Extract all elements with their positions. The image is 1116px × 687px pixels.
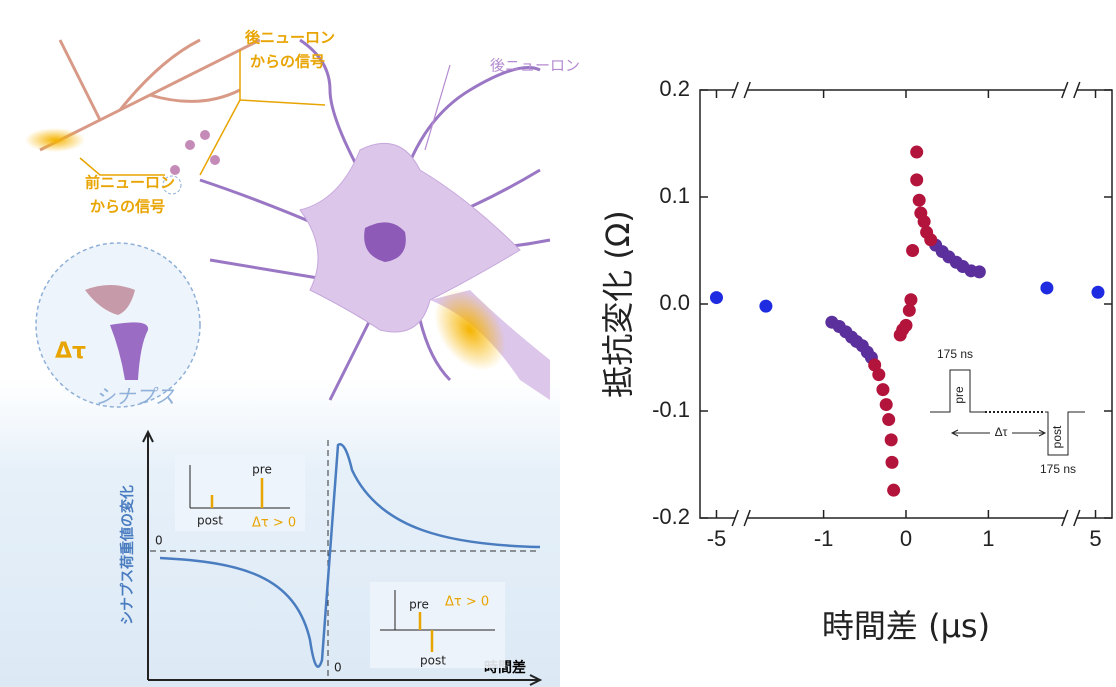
inset-post: post [420, 654, 446, 668]
axon-branch [60, 40, 100, 120]
delay-label: Δτ [995, 425, 1008, 439]
data-point [876, 383, 889, 396]
axis-break-gap [1065, 88, 1077, 92]
bouton [200, 130, 210, 140]
dendrite [210, 260, 330, 280]
data-point [913, 194, 926, 207]
inset-condition: Δτ > 0 [445, 595, 489, 610]
illustration: 後ニューロン からの信号 後ニューロン 前ニューロン からの信号 Δτ シナプス… [0, 29, 580, 687]
data-point [880, 398, 893, 411]
post-signal-label: からの信号 [250, 53, 325, 71]
data-point [885, 433, 898, 446]
pre-width: 175 ns [937, 347, 973, 361]
pre-signal-label: 前ニューロン [85, 174, 175, 192]
x-tick-label: 1 [982, 526, 994, 551]
axis-break-gap [1065, 516, 1077, 520]
soma [300, 143, 520, 332]
schematic-zero: 0 [334, 661, 342, 675]
x-tick-label: -5 [707, 526, 727, 551]
x-axis-label: 時間差 (μs) [822, 607, 990, 645]
y-tick-label: 0.0 [659, 290, 690, 315]
axis-break-gap [735, 88, 747, 92]
pulse-inset: 175 ns pre Δτ post 175 ns [930, 347, 1085, 476]
post-neuron-label: 後ニューロン [490, 57, 580, 75]
page: Synapse figure body { margin: 0; width: … [0, 0, 1116, 687]
post-signal-label: 後ニューロン [244, 29, 335, 47]
delta-tau-label: Δτ [55, 339, 86, 364]
y-axis-label: 抵抗変化 (Ω) [599, 210, 637, 398]
synapse-label: シナプス [95, 385, 175, 409]
inset-condition: Δτ > 0 [252, 516, 296, 531]
post-label: post [1050, 425, 1064, 448]
post-width: 175 ns [1040, 462, 1076, 476]
data-point [872, 368, 885, 381]
data-point [973, 265, 986, 278]
data-point [759, 300, 772, 313]
data-point [887, 484, 900, 497]
bouton [210, 155, 220, 165]
y-tick-label: 0.2 [659, 76, 690, 101]
callout-line [80, 158, 165, 175]
x-tick-label: 5 [1089, 526, 1101, 551]
data-point [882, 413, 895, 426]
data-point [900, 319, 913, 332]
y-tick-label: -0.1 [652, 397, 690, 422]
schematic-y-label: シナプス荷重値の変化 [119, 485, 136, 625]
schematic-zero: 0 [155, 534, 163, 548]
data-point [924, 233, 937, 246]
data-point [910, 146, 923, 159]
signal-glow [25, 128, 85, 152]
inset-pre: pre [252, 463, 272, 477]
pre-label: pre [952, 386, 966, 404]
axis-break-gap [735, 516, 747, 520]
inset-pre: pre [409, 598, 429, 612]
data-point [1040, 281, 1053, 294]
x-tick-label: -1 [814, 526, 834, 551]
data-point [906, 244, 919, 257]
pre-signal-label: からの信号 [90, 198, 165, 216]
data-point [710, 291, 723, 304]
data-point [1091, 286, 1104, 299]
chart: 抵抗変化 (Ω) 時間差 (μs) 175 ns pre Δτ post 175… [599, 76, 1112, 645]
bouton [185, 140, 195, 150]
inset-post: post [197, 514, 223, 528]
axon-branch [150, 90, 240, 101]
body: {"illustration": { "post_signal": ["後ニュー… [0, 0, 1116, 687]
x-tick-label: 0 [900, 526, 912, 551]
data-point [885, 456, 898, 469]
figure: 後ニューロン からの信号 後ニューロン 前ニューロン からの信号 Δτ シナプス… [0, 0, 1116, 687]
y-tick-label: 0.1 [659, 183, 690, 208]
y-tick-label: -0.2 [652, 504, 690, 529]
data-point [904, 293, 917, 306]
data-point [910, 173, 923, 186]
